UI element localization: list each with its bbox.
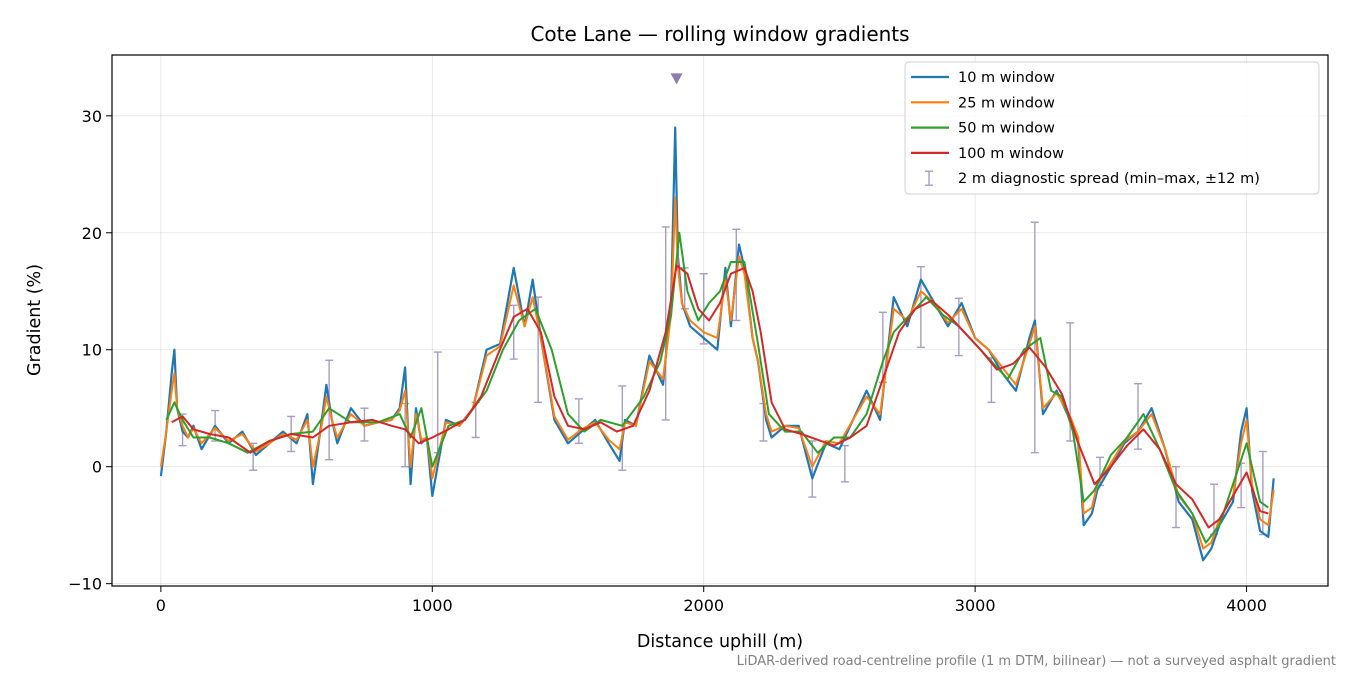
series-line-3 — [165, 231, 1269, 544]
error-bar — [1172, 466, 1180, 529]
axes-frame — [111, 54, 1329, 587]
footnote: LiDAR-derived road-centreline profile (1… — [737, 654, 1336, 669]
max-marker — [670, 73, 683, 85]
y-tick-label: −10 — [68, 575, 102, 594]
x-axis-label: Distance uphill (m) — [637, 632, 803, 652]
x-tick-label: 3000 — [955, 596, 996, 615]
x-tick-label: 0 — [156, 596, 166, 615]
legend-box — [904, 61, 1320, 195]
x-tick-label: 1000 — [412, 596, 453, 615]
error-bar — [661, 226, 670, 421]
ticks: 0 1000 2000 3000 4000 −10 0 10 20 30 — [68, 107, 1267, 615]
series-line-4 — [171, 264, 1269, 529]
chart-title: Cote Lane — rolling window gradients — [530, 22, 909, 46]
y-tick-label: 10 — [82, 341, 102, 360]
error-bar — [878, 311, 887, 384]
y-axis-label: Gradient (%) — [25, 264, 45, 376]
y-tick-label: 20 — [82, 224, 102, 243]
error-bar — [618, 385, 627, 471]
error-bar — [1030, 221, 1039, 454]
error-bar — [574, 398, 583, 445]
y-tick-label: 0 — [92, 458, 102, 477]
legend-label: 50 m window — [958, 121, 1055, 137]
y-tick-label: 30 — [82, 107, 102, 126]
x-tick-label: 4000 — [1226, 596, 1267, 615]
legend-swatch — [925, 170, 933, 186]
legend: 10 m window 25 m window 50 m window 100 m w… — [904, 61, 1320, 195]
legend-label: 25 m window — [958, 95, 1055, 111]
error-bar — [1134, 382, 1142, 450]
legend-label: 10 m window — [958, 70, 1055, 86]
legend-label: 100 m window — [958, 146, 1064, 162]
x-tick-label: 2000 — [683, 596, 724, 615]
legend-label: 2 m diagnostic spread (min–max, ±12 m) — [958, 171, 1260, 187]
plot-area — [159, 73, 1275, 562]
